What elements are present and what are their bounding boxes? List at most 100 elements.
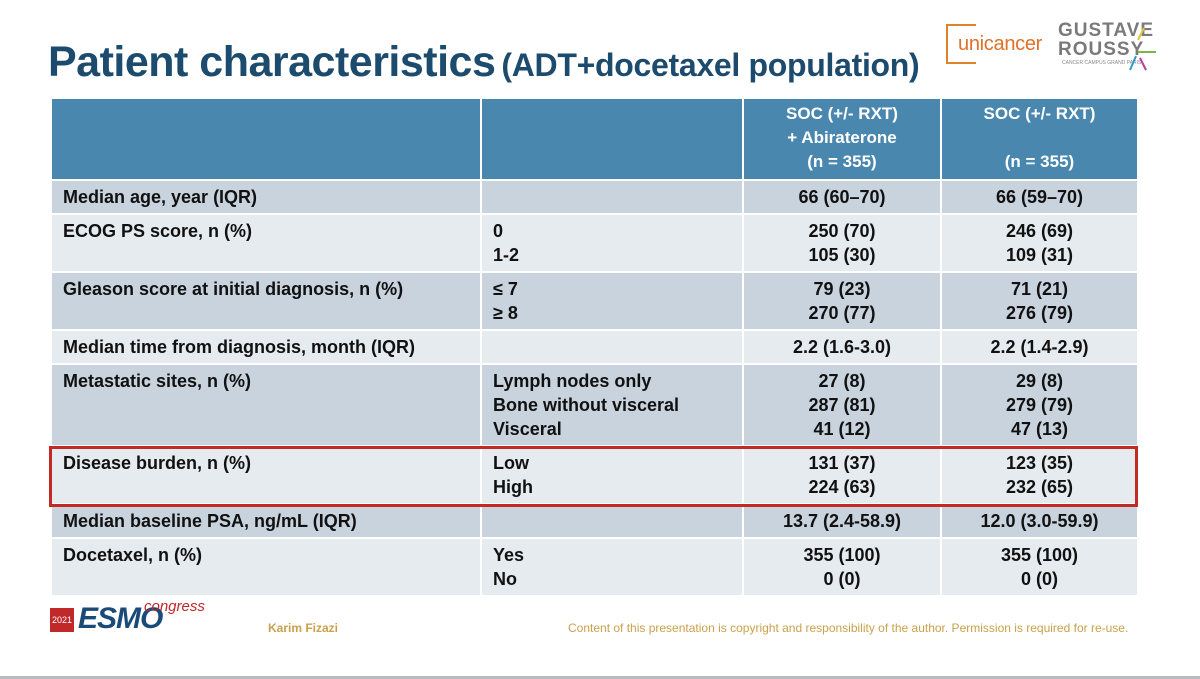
header-cell-subcategory (480, 97, 744, 181)
row-label: Metastatic sites, n (%) (63, 371, 252, 391)
row-arm2-cell: 29 (8) 279 (79) 47 (13) (940, 363, 1139, 447)
subcategory: 1-2 (493, 245, 520, 265)
arm1-value: 105 (30) (808, 245, 876, 265)
row-label: Disease burden, n (%) (63, 453, 252, 473)
patient-characteristics-table: SOC (+/- RXT) + Abiraterone (n = 355) SO… (50, 97, 1139, 597)
row-label-cell: Disease burden, n (%) (50, 445, 482, 505)
esmo-year: 2021 (50, 608, 74, 632)
row-arm1-cell: 66 (60–70) (742, 179, 942, 215)
arm2-value: 2.2 (1.4-2.9) (990, 337, 1089, 357)
row-subcategory-cell (480, 329, 744, 365)
arm1-value: 250 (70) (808, 221, 876, 241)
arm2-value: 276 (79) (1005, 303, 1074, 323)
row-arm1-cell: 131 (37) 224 (63) (742, 445, 942, 505)
gustave-roussy-logo: GUSTAVE ROUSSY CANCER CAMPUS GRAND PARIS (1058, 18, 1158, 76)
row-label-cell: Docetaxel, n (%) (50, 537, 482, 597)
disease-burden-highlight-box (49, 446, 1138, 507)
arm2-value: 246 (69) (1005, 221, 1074, 241)
arm1-value: 41 (12) (813, 419, 871, 439)
table-row-metastatic-sites: Metastatic sites, n (%) Lymph nodes only… (50, 363, 1139, 447)
row-arm2-cell: 123 (35) 232 (65) (940, 445, 1139, 505)
bottom-strip (0, 676, 1200, 679)
table-header: SOC (+/- RXT) + Abiraterone (n = 355) SO… (50, 97, 1139, 181)
arm2-value: 47 (13) (1010, 419, 1069, 439)
table-row-docetaxel: Docetaxel, n (%) Yes No 355 (100) 0 (0) … (50, 537, 1139, 597)
subcategory (493, 509, 742, 533)
header-text: (n = 355) (1004, 152, 1075, 171)
row-subcategory-cell: Low High (480, 445, 744, 505)
arm1-value: 355 (100) (803, 545, 881, 565)
arm2-value: 71 (21) (1010, 279, 1069, 299)
arm1-value: 13.7 (2.4-58.9) (782, 511, 902, 531)
subcategory: Yes (493, 545, 525, 565)
row-label-cell: Median age, year (IQR) (50, 179, 482, 215)
table-row-gleason: Gleason score at initial diagnosis, n (%… (50, 271, 1139, 331)
row-arm1-cell: 27 (8) 287 (81) 41 (12) (742, 363, 942, 447)
subcategory: Bone without visceral (493, 395, 680, 415)
arm1-value: 27 (8) (818, 371, 866, 391)
arm2-value: 232 (65) (1005, 477, 1074, 497)
arm1-value: 287 (81) (808, 395, 876, 415)
slide-title: Patient characteristics (ADT+docetaxel po… (48, 38, 920, 87)
arm1-value: 66 (60–70) (798, 187, 886, 207)
row-subcategory-cell: Yes No (480, 537, 744, 597)
arm2-value: 123 (35) (1005, 453, 1074, 473)
subcategory: Lymph nodes only (493, 371, 652, 391)
arm2-value: 279 (79) (1005, 395, 1074, 415)
arm1-value: 79 (23) (813, 279, 871, 299)
subcategory (493, 185, 742, 209)
copyright-notice: Content of this presentation is copyrigh… (568, 621, 1129, 635)
subcategory: ≤ 7 (493, 279, 518, 299)
subcategory (493, 335, 742, 359)
row-label: Median age, year (IQR) (63, 187, 258, 207)
table-row-time-from-diagnosis: Median time from diagnosis, month (IQR) … (50, 329, 1139, 365)
gustave-roussy-line1: GUSTAVE (1058, 20, 1155, 41)
arm2-value: 29 (8) (1015, 371, 1064, 391)
row-arm2-cell: 246 (69) 109 (31) (940, 213, 1139, 273)
row-arm2-cell: 12.0 (3.0-59.9) (940, 503, 1139, 539)
header-text: SOC (+/- RXT) (983, 104, 1096, 123)
header-text: + Abiraterone (787, 128, 897, 147)
title-main: Patient characteristics (48, 38, 496, 86)
esmo-word: ESMO (78, 602, 163, 635)
unicancer-logo: unicancer (946, 24, 1050, 66)
header-cell-soc: SOC (+/- RXT) (n = 355) (940, 97, 1139, 181)
subcategory: 0 (493, 221, 504, 241)
table-header-row: SOC (+/- RXT) + Abiraterone (n = 355) SO… (50, 97, 1139, 181)
row-label: ECOG PS score, n (%) (63, 221, 253, 241)
row-subcategory-cell: Lymph nodes only Bone without visceral V… (480, 363, 744, 447)
row-arm1-cell: 355 (100) 0 (0) (742, 537, 942, 597)
row-subcategory-cell: ≤ 7 ≥ 8 (480, 271, 744, 331)
row-arm1-cell: 250 (70) 105 (30) (742, 213, 942, 273)
gustave-roussy-line3: CANCER CAMPUS GRAND PARIS (1062, 60, 1142, 66)
arm1-value: 2.2 (1.6-3.0) (792, 337, 892, 357)
esmo-congress-text: congress (144, 598, 205, 615)
subcategory: Low (493, 453, 529, 473)
arm2-value: 109 (31) (1005, 245, 1074, 265)
arm1-value: 224 (63) (808, 477, 876, 497)
arm1-value: 270 (77) (808, 303, 876, 323)
arm1-value: 131 (37) (808, 453, 876, 473)
table-row-disease-burden: Disease burden, n (%) Low High 131 (37) … (50, 445, 1139, 505)
unicancer-logo-text: unicancer (958, 33, 1043, 55)
esmo-congress-logo: 2021 ESMO congress (50, 598, 210, 636)
row-label-cell: Median baseline PSA, ng/mL (IQR) (50, 503, 482, 539)
title-sub: (ADT+docetaxel population) (501, 47, 920, 83)
table-row-ecog: ECOG PS score, n (%) 0 1-2 250 (70) 105 … (50, 213, 1139, 273)
row-label-cell: Median time from diagnosis, month (IQR) (50, 329, 482, 365)
row-arm2-cell: 71 (21) 276 (79) (940, 271, 1139, 331)
row-subcategory-cell: 0 1-2 (480, 213, 744, 273)
row-arm2-cell: 2.2 (1.4-2.9) (940, 329, 1139, 365)
table-row-median-age: Median age, year (IQR) 66 (60–70) 66 (59… (50, 179, 1139, 215)
subcategory: Visceral (493, 419, 562, 439)
row-label-cell: Gleason score at initial diagnosis, n (%… (50, 271, 482, 331)
row-label: Docetaxel, n (%) (63, 545, 203, 565)
row-subcategory-cell (480, 179, 744, 215)
row-label-cell: Metastatic sites, n (%) (50, 363, 482, 447)
subcategory: No (493, 569, 517, 589)
gustave-roussy-strokes-icon (1129, 27, 1156, 71)
table-row-baseline-psa: Median baseline PSA, ng/mL (IQR) 13.7 (2… (50, 503, 1139, 539)
subcategory: High (493, 477, 533, 497)
arm2-value: 355 (100) (1000, 545, 1079, 565)
